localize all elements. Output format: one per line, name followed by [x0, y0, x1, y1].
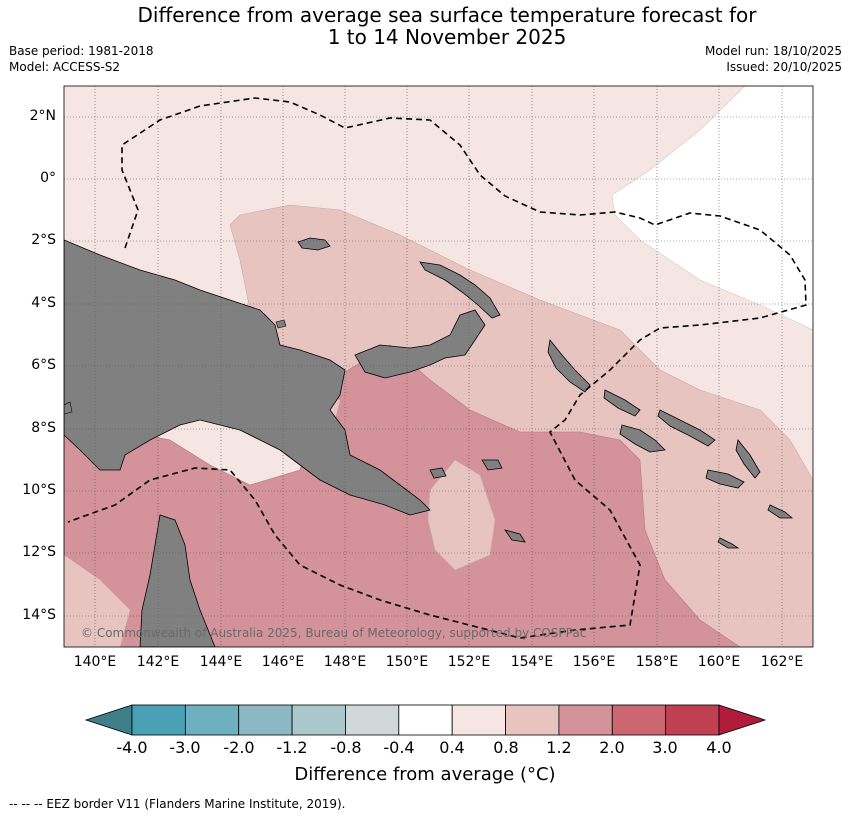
colorbar-swatch — [131, 704, 186, 736]
colorbar-tick-label: 0.4 — [439, 738, 465, 757]
map-title: Difference from average sea surface temp… — [0, 4, 850, 48]
lon-label: 158°E — [635, 654, 679, 670]
land-choiseul — [603, 389, 641, 417]
lon-label: 156°E — [572, 654, 616, 670]
lon-label: 154°E — [510, 654, 554, 670]
lon-label: 144°E — [199, 654, 243, 670]
colorbar-tick-label: 0.8 — [493, 738, 519, 757]
colorbar-tick-label: -4.0 — [116, 738, 148, 757]
colorbar-tick-label: 1.2 — [546, 738, 572, 757]
land-malaita — [735, 439, 761, 479]
colorbar-tick-label: -3.0 — [169, 738, 201, 757]
colorbar-swatch — [398, 704, 453, 736]
map-frame — [63, 85, 814, 648]
colorbar — [84, 704, 767, 736]
colorbar-tick-label: -1.2 — [276, 738, 308, 757]
title-line-1: Difference from average sea surface temp… — [137, 3, 757, 27]
land-louisiade — [504, 529, 526, 543]
title-line-2: 1 to 14 November 2025 — [327, 25, 567, 49]
land-fergusson — [429, 467, 447, 479]
lat-label: 12°S — [22, 544, 56, 560]
lon-label: 152°E — [447, 654, 491, 670]
land-new-ireland — [419, 261, 501, 319]
lon-label: 146°E — [261, 654, 305, 670]
land-new-britain — [354, 309, 486, 379]
colorbar-swatch — [558, 704, 613, 736]
lat-label: 6°S — [31, 357, 56, 373]
map-panel[interactable] — [0, 0, 850, 660]
model-name: Model: ACCESS-S2 — [9, 60, 121, 74]
land-tulagi — [481, 459, 503, 471]
issued-date: Issued: 20/10/2025 — [726, 60, 842, 74]
anomaly-pocket-west — [64, 555, 130, 647]
colorbar-swatch — [291, 704, 346, 736]
model-run: Model run: 18/10/2025 — [704, 44, 842, 58]
anomaly-pocket — [427, 459, 496, 571]
colorbar-tick-label: 3.0 — [652, 738, 678, 757]
colorbar-tick-label: -0.8 — [330, 738, 362, 757]
lon-label: 140°E — [73, 654, 117, 670]
colorbar-title: Difference from average (°C) — [294, 764, 556, 785]
colorbar-tick-label: -0.4 — [383, 738, 415, 757]
lat-label: 2°S — [31, 232, 56, 248]
colorbar-extend-low — [84, 704, 133, 736]
eez-legend: -- -- -- EEZ border V11 (Flanders Marine… — [9, 797, 346, 811]
lon-label: 148°E — [323, 654, 367, 670]
lat-label: 10°S — [22, 482, 56, 498]
anomaly-band-neutral — [611, 86, 813, 331]
land-cape-york — [139, 514, 216, 647]
lat-label: 0° — [40, 170, 56, 186]
land-islet — [275, 319, 287, 329]
land-east-islands — [717, 537, 740, 549]
colorbar-tick-label: 4.0 — [706, 738, 732, 757]
colorbar-tick-label: 2.0 — [599, 738, 625, 757]
lon-label: 160°E — [697, 654, 741, 670]
colorbar-swatch — [505, 704, 560, 736]
lat-label: 14°S — [22, 607, 56, 623]
copyright-notice: © Commonwealth of Australia 2025, Bureau… — [81, 626, 587, 640]
colorbar-swatch — [611, 704, 667, 736]
lat-label: 8°S — [31, 420, 56, 436]
eez-border — [67, 97, 807, 639]
lon-label: 162°E — [760, 654, 804, 670]
colorbar-swatch — [451, 704, 506, 736]
colorbar-tick-label: -2.0 — [223, 738, 255, 757]
land-santa-isabel — [657, 409, 716, 447]
meta-right: Model run: 18/10/2025 Issued: 20/10/2025 — [705, 43, 842, 75]
lat-label: 4°S — [31, 295, 56, 311]
colorbar-swatch — [238, 704, 293, 736]
lon-label: 150°E — [385, 654, 429, 670]
meta-left: Base period: 1981-2018 Model: ACCESS-S2 — [9, 43, 154, 75]
colorbar-swatch — [184, 704, 240, 736]
base-period: Base period: 1981-2018 — [9, 44, 154, 58]
colorbar-swatch — [665, 704, 720, 736]
land-new-guinea — [64, 239, 431, 516]
land-islet — [64, 401, 73, 415]
lat-label: 2°N — [29, 108, 56, 124]
colorbar-swatch — [345, 704, 400, 736]
graticule — [64, 86, 813, 647]
land-makira — [705, 469, 745, 489]
land-guadalcanal — [619, 424, 666, 453]
lon-label: 142°E — [136, 654, 180, 670]
colorbar-extend-high — [718, 704, 767, 736]
land-rennell — [767, 504, 794, 519]
